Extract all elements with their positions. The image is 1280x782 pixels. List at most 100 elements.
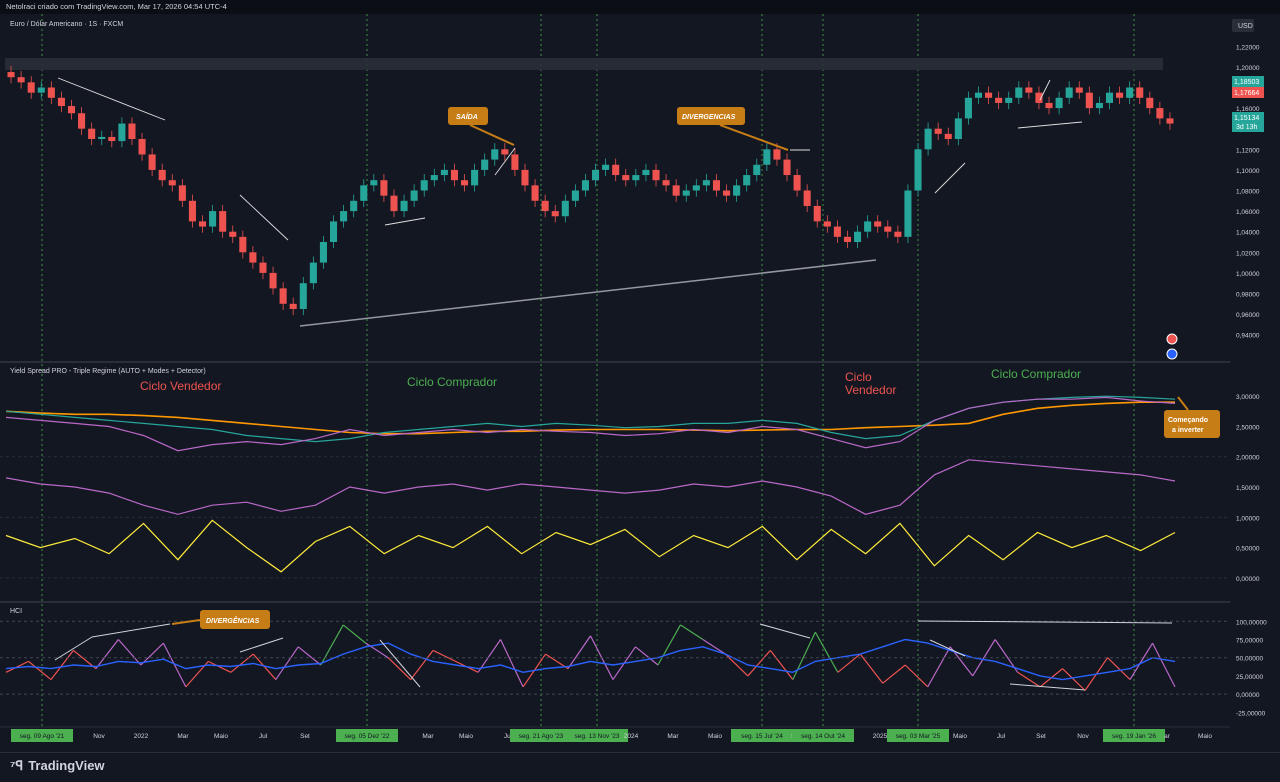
currency-label: USD [1238, 23, 1253, 30]
hci-segment [50, 650, 74, 680]
candle-body [561, 200, 569, 217]
candle-body [702, 180, 710, 186]
hci-segment [1062, 668, 1086, 691]
hci-tick-label: 25,00000 [1236, 674, 1263, 681]
candle-body [67, 106, 76, 114]
candle-body [410, 190, 418, 201]
indicator-series-yellow [5, 519, 1176, 573]
divergencias-annotation: DIVERGENCIAS [677, 107, 789, 151]
candle-body [773, 149, 781, 160]
candle-body [723, 190, 731, 196]
hci-segment [837, 653, 861, 673]
candle-body [219, 211, 227, 232]
ciclo-comprador-1: Ciclo Comprador [407, 375, 497, 389]
candle-body [128, 123, 136, 139]
chart-area[interactable]: Euro / Dólar Americano · 1S · FXCM USD 1… [0, 14, 1280, 752]
badge-3 [1232, 112, 1264, 132]
candle-body [854, 231, 862, 242]
time-label-highlight [566, 729, 628, 742]
candle-body [138, 139, 146, 155]
hci-lines [5, 624, 1176, 691]
candle-body [118, 123, 126, 142]
time-label-highlight [731, 729, 793, 742]
price-tick-label: 0,94000 [1236, 333, 1260, 340]
candle-body [571, 190, 579, 201]
time-label: Mar [667, 733, 679, 740]
hci-tick-label: 75,00000 [1236, 638, 1263, 645]
candle-body [733, 185, 741, 196]
candle-body [1116, 92, 1124, 98]
hci-segment [635, 646, 659, 666]
candle-body [803, 190, 811, 206]
candle-body [188, 200, 196, 222]
candle-body [914, 149, 922, 191]
tradingview-logo-icon: ⁷ꟼ [10, 758, 24, 773]
hci-segment [882, 664, 906, 684]
candle-body [440, 169, 448, 176]
candle-body [974, 92, 983, 98]
candle-body [1156, 108, 1164, 119]
time-label: seg. 19 Jan '26 [1112, 733, 1156, 740]
hci-segment [410, 650, 434, 680]
ciclo-vendedor-1: Ciclo Vendedor [140, 379, 221, 393]
price-trendline [934, 162, 966, 194]
candle-body [168, 180, 176, 186]
candle-body [37, 87, 45, 93]
badge-1 [1232, 76, 1264, 87]
hci-segment [28, 660, 52, 681]
tradingview-logo[interactable]: ⁷ꟼ TradingView [10, 758, 105, 774]
candle-body [370, 180, 378, 186]
ciclo-comprador-2: Ciclo Comprador [991, 367, 1081, 381]
candle-body [995, 97, 1003, 103]
us-flag-icon[interactable] [1166, 333, 1178, 345]
indicator-tick-label: 0,00000 [1236, 576, 1260, 583]
candle-body [430, 175, 438, 181]
hci-segment [814, 631, 839, 673]
hci-segment [657, 624, 681, 666]
eu-flag-icon[interactable] [1166, 348, 1178, 360]
resistance-zone [5, 58, 1163, 70]
hci-segment [500, 639, 524, 688]
trendlines [57, 77, 1083, 241]
hci-segment [477, 639, 502, 673]
indicator-series-purple [5, 396, 1176, 452]
candle-body [1075, 87, 1083, 93]
time-label-highlight [1103, 729, 1165, 742]
chart-svg[interactable]: Euro / Dólar Americano · 1S · FXCM USD 1… [0, 14, 1280, 752]
hci-ma-line [5, 638, 1176, 681]
candle-body [753, 164, 761, 176]
time-label: Set [300, 733, 310, 740]
price-tick-label: 0,96000 [1236, 312, 1260, 319]
candle-body [1025, 87, 1033, 93]
candle-body [340, 211, 348, 222]
candle-body [158, 169, 166, 181]
time-label: 2022 [134, 733, 149, 740]
price-tick-label: 0,98000 [1236, 292, 1260, 299]
credit-text: Netolraci criado com TradingView.com, Ma… [6, 2, 227, 11]
candle-body [622, 175, 630, 181]
badge-2 [1232, 87, 1264, 98]
time-label: seg. 13 Nov '23 [575, 733, 620, 740]
hci-tick-label: 100,00000 [1236, 619, 1267, 626]
time-label: seg. 09 Ago '21 [20, 733, 65, 740]
hci-segment [1107, 657, 1131, 681]
candle-body [309, 262, 317, 284]
footer: ⁷ꟼ TradingView [0, 752, 1280, 782]
flag-icons[interactable] [1166, 333, 1178, 360]
hci-tick-label: -25,00000 [1236, 710, 1266, 717]
price-tick-label: 1,04000 [1236, 230, 1260, 237]
candle-body [329, 221, 338, 242]
hci-segment [972, 639, 996, 677]
currency-box[interactable] [1232, 19, 1254, 32]
ciclo-vendedor-2a: Ciclo [845, 370, 872, 384]
candle-body [78, 113, 86, 129]
hci-tick-label: 0,00000 [1236, 692, 1260, 699]
time-label: Nov [1077, 733, 1089, 740]
candle-body [783, 159, 791, 176]
time-label: Maio [214, 733, 228, 740]
price-trendline [1039, 79, 1051, 101]
candle-body [743, 175, 751, 186]
time-label-highlight [336, 729, 398, 742]
time-label-highlight [792, 729, 854, 742]
candle-body [602, 164, 610, 170]
